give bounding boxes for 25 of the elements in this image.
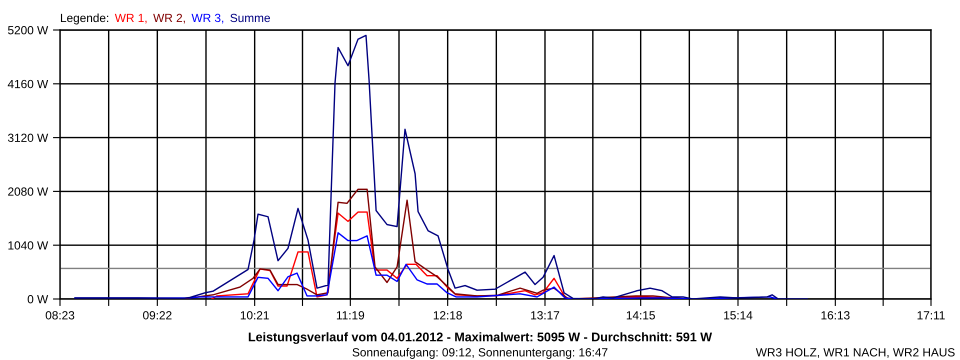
text: WR 2, (153, 14, 185, 24)
x-tick-label: 13:17 (531, 311, 560, 320)
x-tick-label: 10:21 (240, 311, 269, 320)
legend-title: Legende: (60, 13, 108, 24)
x-tick-label: 09:22 (143, 311, 172, 320)
line-series (74, 34, 808, 299)
x-tick-label: 17:11 (918, 311, 945, 320)
x-tick-label: 11:19 (336, 311, 364, 320)
x-tick-label: 15:14 (724, 311, 752, 320)
text: Leistungsverlauf vom 04.01.2012 - Maximalwert: 5095 W - Durchschnitt: 591 W (248, 332, 712, 344)
x-tick-label: 08:23 (46, 311, 74, 320)
y-tick-label: 3120 W (8, 134, 48, 142)
y-tick-label: 1040 W (8, 241, 48, 250)
text: WR 3, (192, 14, 224, 24)
x-tick-label: 12:18 (434, 311, 462, 320)
x-tick-label: 14:15 (626, 311, 655, 320)
x-tick-label: 16:13 (821, 311, 850, 320)
y-tick-label: 2080 W (8, 187, 48, 196)
y-tick-label: 5200 W (8, 26, 48, 34)
text: Summe (230, 14, 270, 22)
text: Sonnenaufgang: 09:12, Sonnenuntergang: 16:47 (352, 348, 608, 359)
text: WR 1, (114, 14, 147, 24)
y-tick-label: 0 W (28, 295, 48, 304)
text: WR3 HOLZ, WR1 NACH, WR2 HAUS (756, 348, 955, 358)
y-tick-label: 4160 W (8, 80, 48, 88)
